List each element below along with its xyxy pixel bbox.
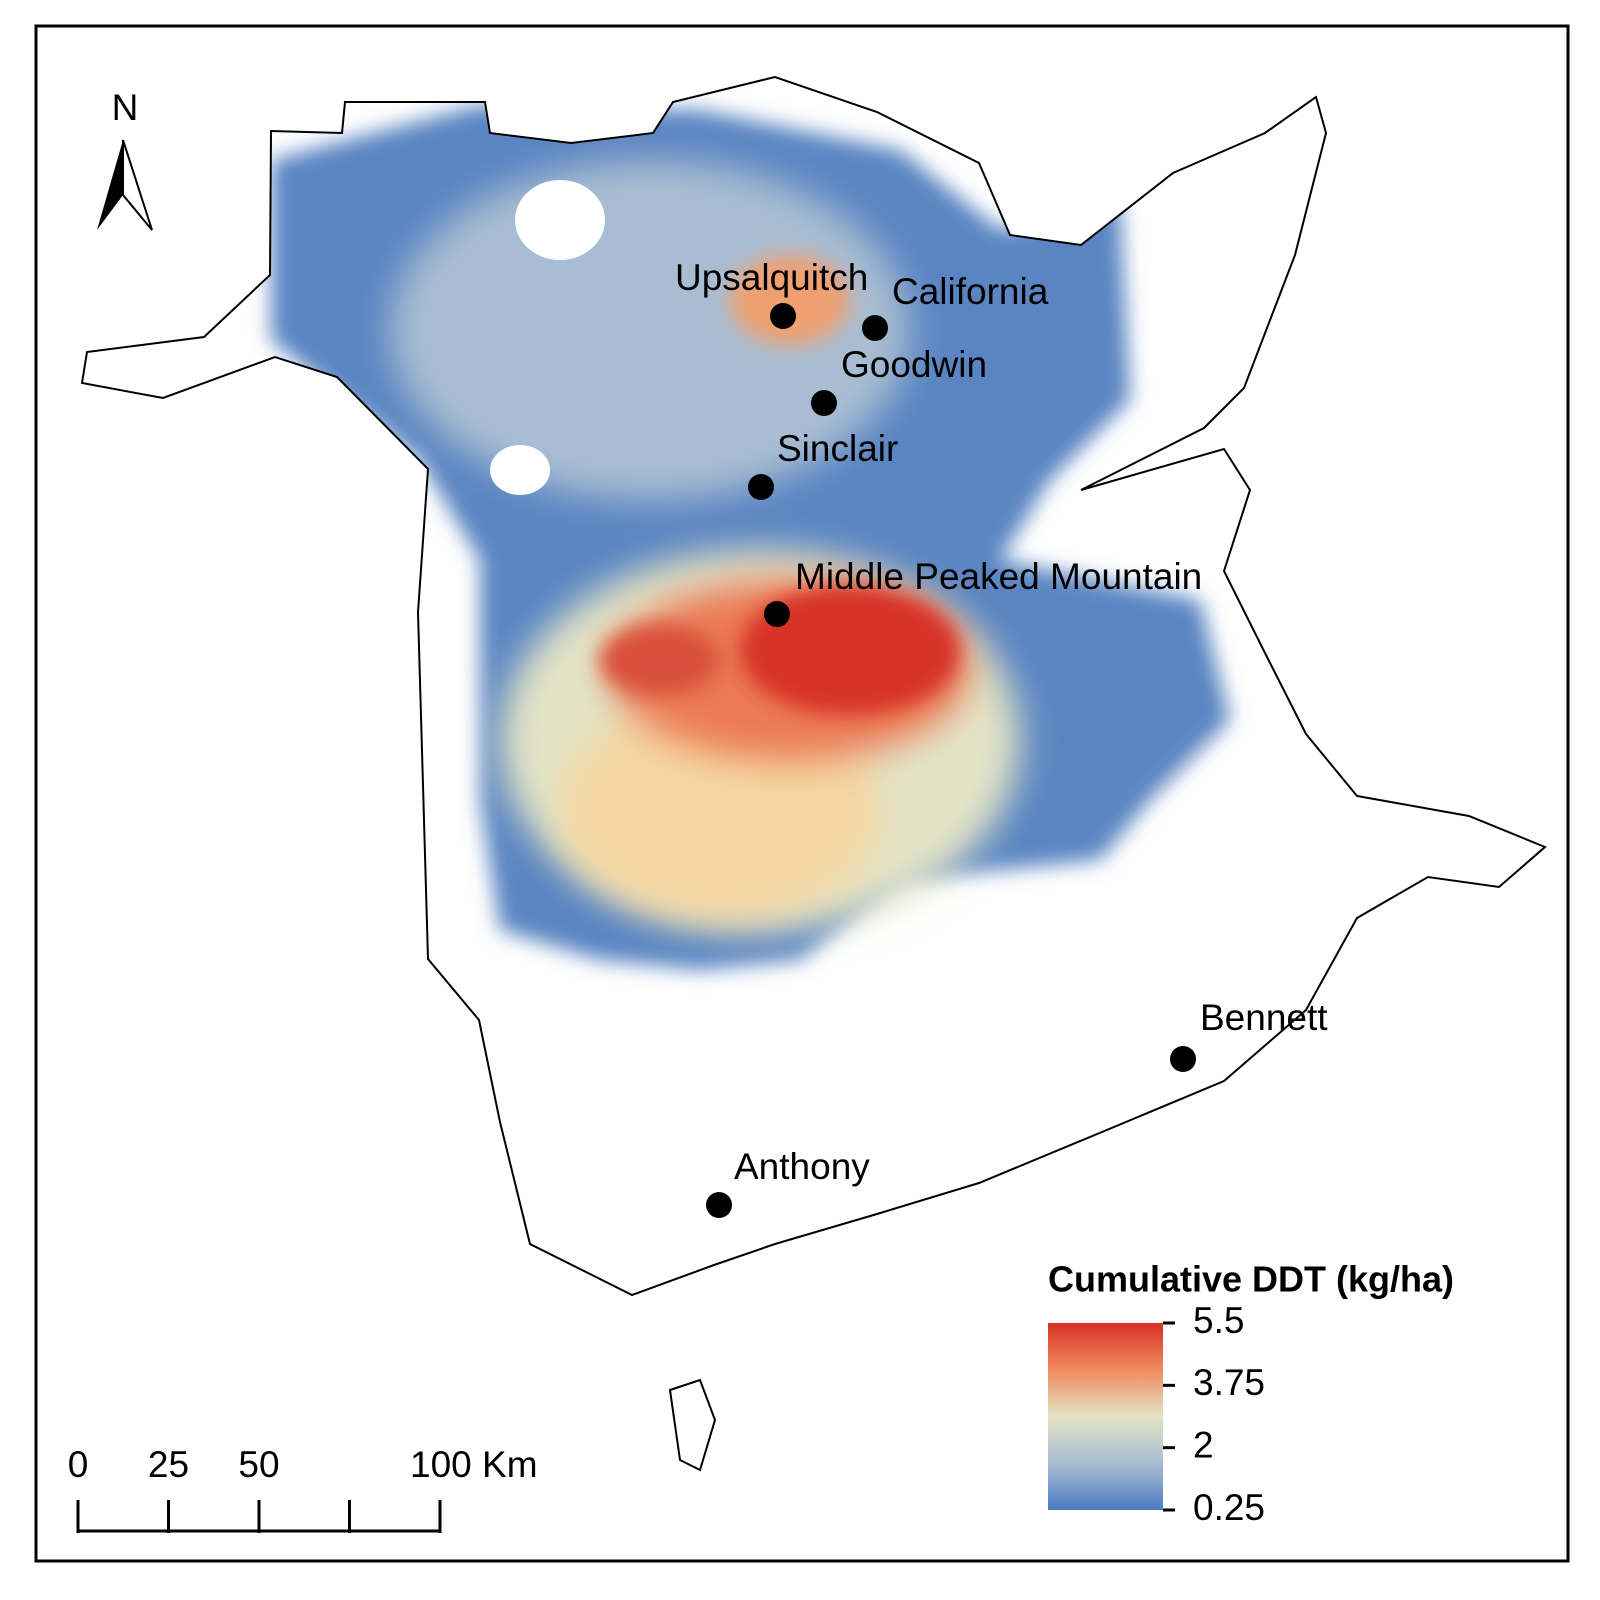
legend-tick-label: 5.5 [1193,1300,1244,1341]
site-label: California [892,271,1049,312]
scale-label: 50 [238,1444,279,1485]
scale-label: 25 [148,1444,189,1485]
site-marker [748,474,774,500]
scale-label: 0 [68,1444,89,1485]
legend-tick-label: 3.75 [1193,1362,1265,1403]
site-label: Anthony [734,1146,870,1187]
site-label: Sinclair [777,428,898,469]
site-label: Upsalquitch [675,257,868,298]
site-marker [764,601,790,627]
site-label: Bennett [1200,997,1328,1038]
legend-title: Cumulative DDT (kg/ha) [1048,1259,1454,1300]
north-label: N [112,87,139,128]
ddt-surface [271,105,1230,970]
site-marker [862,315,888,341]
legend-tick-label: 0.25 [1193,1487,1265,1528]
legend-tick-label: 2 [1193,1424,1214,1465]
site-marker [770,303,796,329]
site-marker [1170,1046,1196,1072]
site-marker [706,1192,732,1218]
scale-label: 100 Km [410,1444,538,1485]
north-arrow [97,140,123,230]
site-label: Middle Peaked Mountain [795,556,1202,597]
legend-colorbar [1048,1323,1163,1510]
site-marker [811,390,837,416]
island [668,1378,717,1472]
site-label: Goodwin [841,344,987,385]
north-arrow [122,139,153,231]
